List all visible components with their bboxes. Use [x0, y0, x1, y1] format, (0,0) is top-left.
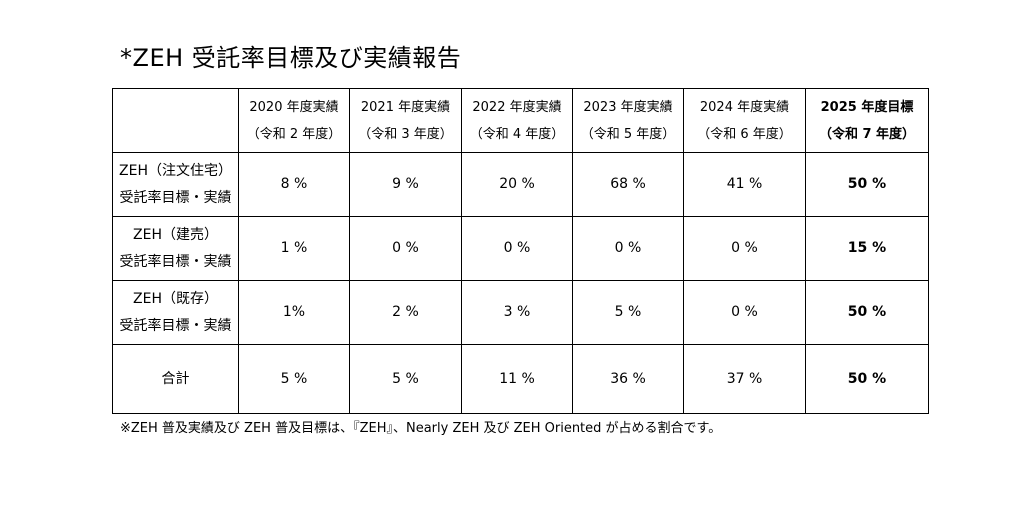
row-label-desc: 受託率目標・実績 — [119, 253, 232, 270]
header-year: 2022 年度実績 — [472, 99, 562, 115]
header-cell-2023: 2023 年度実績 （令和 5 年度） — [572, 88, 684, 153]
value-cell: 1% — [238, 280, 350, 345]
header-cell-2024: 2024 年度実績 （令和 6 年度） — [683, 88, 806, 153]
header-cell-2025-target: 2025 年度目標 （令和 7 年度） — [805, 88, 929, 153]
table-row: ZEH（建売） 受託率目標・実績 1 % 0 % 0 % 0 % 0 % 15 … — [112, 216, 929, 281]
header-era: （令和 6 年度） — [697, 126, 792, 142]
value-cell: 0 % — [461, 216, 573, 281]
header-year: 2020 年度実績 — [249, 99, 339, 115]
header-year: 2024 年度実績 — [699, 99, 790, 115]
value-cell: 41 % — [683, 152, 806, 217]
value-cell: 9 % — [349, 152, 462, 217]
value-cell: 0 % — [349, 216, 462, 281]
value-cell: 1 % — [238, 216, 350, 281]
value-cell: 0 % — [683, 216, 806, 281]
value-cell: 68 % — [572, 152, 684, 217]
value-cell: 2 % — [349, 280, 462, 345]
value-cell: 5 % — [572, 280, 684, 345]
row-label-type: ZEH（注文住宅） — [119, 162, 232, 179]
total-value-cell: 11 % — [461, 344, 573, 414]
row-label-type: ZEH（既存） — [133, 290, 218, 307]
report-table: 2020 年度実績 （令和 2 年度） 2021 年度実績 （令和 3 年度） … — [112, 88, 929, 414]
target-cell: 50 % — [805, 152, 929, 217]
header-era: （令和 2 年度） — [246, 126, 342, 142]
value-cell: 0 % — [683, 280, 806, 345]
table-row: ZEH（既存） 受託率目標・実績 1% 2 % 3 % 5 % 0 % 50 % — [112, 280, 929, 345]
header-era: （令和 3 年度） — [358, 126, 453, 142]
header-cell-2020: 2020 年度実績 （令和 2 年度） — [238, 88, 350, 153]
row-label-desc: 受託率目標・実績 — [119, 317, 232, 334]
row-label-desc: 受託率目標・実績 — [119, 189, 232, 206]
target-cell: 50 % — [805, 280, 929, 345]
row-label: ZEH（既存） 受託率目標・実績 — [112, 280, 239, 345]
total-row: 合計 5 % 5 % 11 % 36 % 37 % 50 % — [112, 344, 929, 414]
table-row: ZEH（注文住宅） 受託率目標・実績 8 % 9 % 20 % 68 % 41 … — [112, 152, 929, 217]
row-label-type: ZEH（建売） — [133, 226, 218, 243]
total-target-cell: 50 % — [805, 344, 929, 414]
total-value-cell: 5 % — [349, 344, 462, 414]
row-label: ZEH（注文住宅） 受託率目標・実績 — [112, 152, 239, 217]
row-label: ZEH（建売） 受託率目標・実績 — [112, 216, 239, 281]
header-cell-empty — [112, 88, 239, 153]
page-title: *ZEH 受託率目標及び実績報告 — [120, 44, 462, 72]
total-value-cell: 5 % — [238, 344, 350, 414]
value-cell: 3 % — [461, 280, 573, 345]
header-year: 2025 年度目標 — [820, 99, 914, 115]
total-value-cell: 36 % — [572, 344, 684, 414]
value-cell: 0 % — [572, 216, 684, 281]
header-year: 2023 年度実績 — [583, 99, 673, 115]
target-cell: 15 % — [805, 216, 929, 281]
header-year: 2021 年度実績 — [360, 99, 451, 115]
header-cell-2022: 2022 年度実績 （令和 4 年度） — [461, 88, 573, 153]
header-row: 2020 年度実績 （令和 2 年度） 2021 年度実績 （令和 3 年度） … — [112, 88, 929, 153]
total-label: 合計 — [112, 344, 239, 414]
footnote: ※ZEH 普及実績及び ZEH 普及目標は、『ZEH』、Nearly ZEH 及… — [120, 421, 722, 436]
header-era: （令和 5 年度） — [580, 126, 676, 142]
value-cell: 8 % — [238, 152, 350, 217]
header-era: （令和 7 年度） — [818, 126, 916, 142]
header-cell-2021: 2021 年度実績 （令和 3 年度） — [349, 88, 462, 153]
header-era: （令和 4 年度） — [469, 126, 565, 142]
total-value-cell: 37 % — [683, 344, 806, 414]
value-cell: 20 % — [461, 152, 573, 217]
